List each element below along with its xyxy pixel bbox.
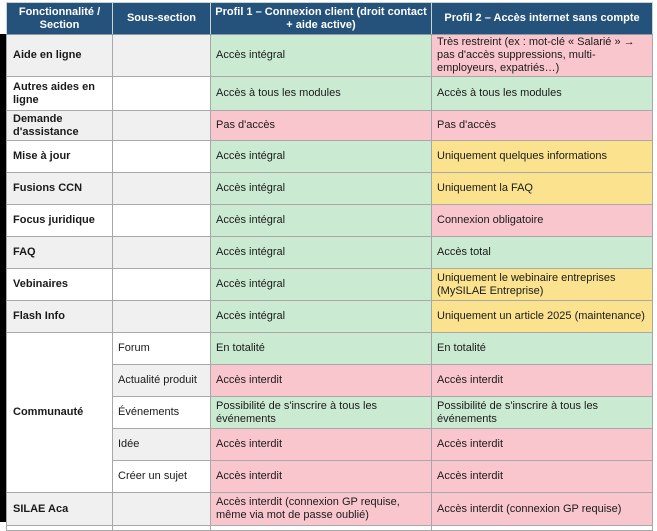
profil1-cell: Accès interdit (210, 428, 432, 461)
profil1-cell: Accès intégral (210, 204, 432, 237)
access-rights-table: Fonctionnalité / Section Sous-section Pr… (6, 2, 653, 531)
subsection-cell (112, 204, 211, 237)
col-header-profil1: Profil 1 – Connexion client (droit conta… (210, 2, 432, 35)
table-row: FAQ Accès intégral Accès total (6, 236, 653, 269)
profil2-cell: Accès total (431, 236, 653, 269)
profil2-cell: Uniquement la FAQ (431, 172, 653, 205)
profil1-cell: Accès intégral (210, 140, 432, 173)
header-row: Fonctionnalité / Section Sous-section Pr… (6, 2, 653, 35)
profil1-cell: Possibilité de s'inscrire à tous les évé… (210, 396, 432, 429)
profil2-cell: Accès à tous les modules (431, 76, 653, 111)
partial-clipped-row (6, 525, 653, 531)
section-cell: SILAE Aca (6, 492, 113, 526)
subsection-cell: Idée (112, 428, 211, 461)
profil2-cell: En totalité (431, 332, 653, 365)
section-cell: Demande d'assistance (6, 110, 113, 141)
table-row: Vebinaires Accès intégral Uniquement le … (6, 268, 653, 301)
profil1-cell: Accès intégral (210, 172, 432, 205)
subsection-cell (112, 236, 211, 269)
col-header-profil2: Profil 2 – Accès internet sans compte (431, 2, 653, 35)
profil1-cell: Accès à tous les modules (210, 76, 432, 111)
subsection-cell (112, 172, 211, 205)
left-black-strip (0, 34, 6, 522)
section-cell: Vebinaires (6, 268, 113, 301)
subsection-cell (112, 492, 211, 526)
table-row: Aide en ligne Accès intégral Très restre… (6, 34, 653, 77)
subsection-cell (112, 34, 211, 77)
subsection-cell: Événements (112, 396, 211, 429)
profil1-cell: Accès intégral (210, 34, 432, 77)
profil2-cell: Pas d'accès (431, 110, 653, 141)
section-cell: Focus juridique (6, 204, 113, 237)
profil1-cell: Accès intégral (210, 236, 432, 269)
profil2-cell: Possibilité de s'inscrire à tous les évé… (431, 396, 653, 429)
section-cell: FAQ (6, 236, 113, 269)
profil1-cell: Accès intégral (210, 300, 432, 333)
subsection-cell (112, 76, 211, 111)
profil2-cell: Connexion obligatoire (431, 204, 653, 237)
col-header-section: Fonctionnalité / Section (6, 2, 113, 35)
table-row: SILAE Aca Accès interdit (connexion GP r… (6, 492, 653, 526)
profil2-cell: Uniquement un article 2025 (maintenance) (431, 300, 653, 333)
profil1-cell: Accès interdit (210, 364, 432, 397)
table-row: Focus juridique Accès intégral Connexion… (6, 204, 653, 237)
table-row: Mise à jour Accès intégral Uniquement qu… (6, 140, 653, 173)
profil2-cell: Uniquement quelques informations (431, 140, 653, 173)
section-cell: Fusions CCN (6, 172, 113, 205)
profil1-cell: Accès interdit (connexion GP requise, mê… (210, 492, 432, 526)
table-row: Idée Accès interdit Accès interdit (7, 428, 653, 461)
subsection-cell (112, 300, 211, 333)
section-cell-communaute: Communauté (6, 332, 113, 493)
profil2-cell: Uniquement le webinaire entreprises (MyS… (431, 268, 653, 301)
table-row: Créer un sujet Accès interdit Accès inte… (7, 460, 653, 493)
section-cell: Mise à jour (6, 140, 113, 173)
col-header-subsection: Sous-section (112, 2, 211, 35)
table-row: Demande d'assistance Pas d'accès Pas d'a… (6, 110, 653, 141)
table-row: Autres aides en ligne Accès à tous les m… (6, 76, 653, 111)
section-cell: Autres aides en ligne (6, 76, 113, 111)
subsection-cell (112, 110, 211, 141)
table-row: Fusions CCN Accès intégral Uniquement la… (6, 172, 653, 205)
table-row: Communauté Forum En totalité En totalité (6, 332, 653, 493)
profil2-cell: Très restreint (ex : mot-clé « Salarié »… (431, 34, 653, 77)
subsection-cell: Forum (112, 332, 211, 365)
table-row: Flash Info Accès intégral Uniquement un … (6, 300, 653, 333)
profil2-cell: Accès interdit (connexion GP requise) (431, 492, 653, 526)
profil2-cell: Accès interdit (431, 428, 653, 461)
table-row: Actualité produit Accès interdit Accès i… (7, 364, 653, 397)
profil1-cell: Pas d'accès (210, 110, 432, 141)
profil2-cell: Accès interdit (431, 364, 653, 397)
profil1-cell: Accès interdit (210, 460, 432, 493)
profil2-cell: Accès interdit (431, 460, 653, 493)
table-row: Événements Possibilité de s'inscrire à t… (7, 396, 653, 429)
subsection-cell: Créer un sujet (112, 460, 211, 493)
profil1-cell: En totalité (210, 332, 432, 365)
subsection-cell (112, 268, 211, 301)
subsection-cell (112, 140, 211, 173)
profil1-cell: Accès intégral (210, 268, 432, 301)
section-cell: Aide en ligne (6, 34, 113, 77)
section-cell: Flash Info (6, 300, 113, 333)
subsection-cell: Actualité produit (112, 364, 211, 397)
